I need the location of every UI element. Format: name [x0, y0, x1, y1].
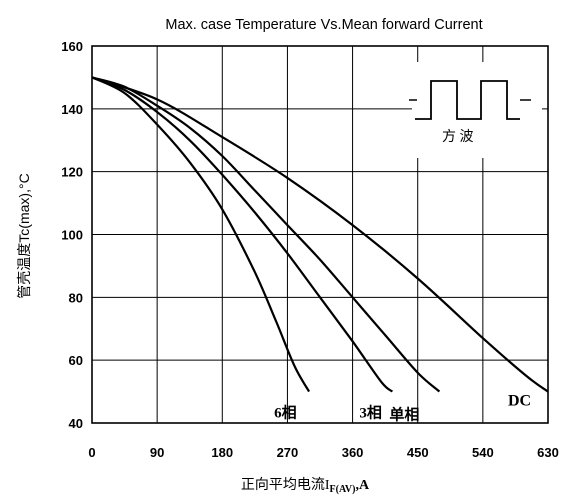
- y-tick-label: 100: [61, 228, 83, 243]
- series-line: [91, 76, 549, 393]
- y-axis-label: 管壳温度Tc(max),°C: [16, 173, 32, 298]
- square-wave-inset: 方 波: [409, 62, 542, 158]
- x-axis-label-suffix: ,A: [355, 478, 370, 493]
- x-tick-label: 0: [88, 445, 95, 460]
- series-label: 单相: [389, 406, 419, 424]
- x-tick-label: 450: [407, 445, 429, 460]
- series-line: [91, 76, 311, 393]
- x-tick-label: 90: [150, 445, 164, 460]
- tick-labels: 0 90 180 270 360 450 540 630 40 60 80 100 120 140 160: [61, 39, 559, 460]
- x-tick-label: 540: [472, 445, 494, 460]
- x-axis-label-subscript: F(AV): [330, 484, 356, 495]
- y-tick-label: 160: [61, 39, 83, 54]
- x-axis-label: 正向平均电流IF(AV),A: [241, 477, 370, 495]
- x-tick-label: 270: [277, 445, 299, 460]
- x-tick-label: 180: [211, 445, 233, 460]
- series-line: [91, 76, 394, 393]
- series-layer: 6相 3相 单相 DC: [91, 76, 549, 424]
- y-tick-label: 40: [69, 416, 83, 431]
- plot-frame: [91, 45, 549, 424]
- series-label: 3相: [359, 404, 382, 422]
- y-tick-label: 120: [61, 165, 83, 180]
- y-tick-label: 80: [69, 290, 83, 305]
- y-tick-label: 60: [69, 353, 83, 368]
- series-label: 6相: [274, 404, 297, 422]
- square-wave-icon: [415, 80, 520, 120]
- inset-label: 方 波: [442, 129, 474, 145]
- x-tick-label: 630: [537, 445, 559, 460]
- chart-title: Max. case Temperature Vs.Mean forward Cu…: [165, 17, 482, 33]
- y-tick-label: 140: [61, 102, 83, 117]
- x-tick-label: 360: [342, 445, 364, 460]
- series-label: DC: [508, 393, 531, 410]
- x-axis-label-main: 正向平均电流I: [241, 477, 330, 493]
- series-line: [91, 76, 441, 393]
